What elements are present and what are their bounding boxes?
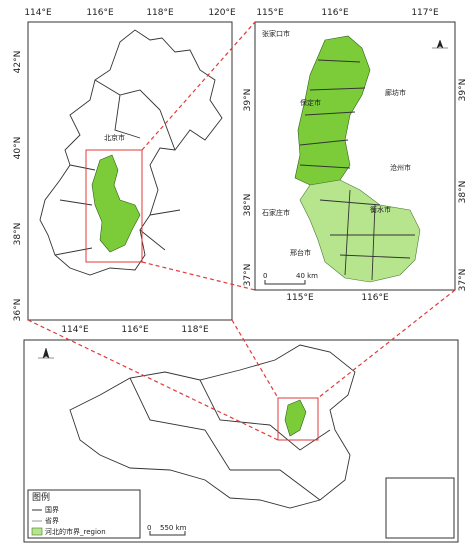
lon-label: 118°E	[181, 325, 209, 335]
locator-connector	[27, 289, 456, 441]
north-region	[294, 35, 371, 186]
lat-label: 37°N	[243, 264, 253, 287]
city-label: 沧州市	[390, 163, 411, 172]
inset-frame	[385, 477, 455, 539]
city-label: 石家庄市	[262, 208, 290, 217]
lat-label: 38°N	[458, 181, 468, 204]
city-label: 张家口市	[262, 29, 290, 38]
detail-frame	[254, 21, 456, 291]
scale-label: 0	[147, 524, 151, 532]
lat-label: 39°N	[243, 89, 253, 112]
lon-label: 115°E	[286, 293, 314, 303]
lat-label: 38°N	[243, 194, 253, 217]
china-zoom-box	[277, 397, 319, 441]
legend-item: 国界	[45, 506, 59, 514]
lon-label: 116°E	[86, 8, 114, 18]
china-frame	[23, 339, 459, 543]
lon-label: 117°E	[411, 8, 439, 18]
china-scale-bar	[149, 531, 186, 536]
lat-label: 42°N	[13, 51, 23, 74]
detail-panel	[254, 21, 456, 291]
north-arrow	[38, 347, 54, 359]
china-panel: 图例 国界 省界 河北的市界_region 0 550 km	[23, 339, 459, 543]
legend-box	[27, 489, 141, 539]
zoom-box	[85, 149, 143, 263]
lon-label: 116°E	[321, 8, 349, 18]
lon-label: 116°E	[361, 293, 389, 303]
legend-item: 河北的市界_region	[45, 527, 106, 536]
lon-label: 115°E	[256, 8, 284, 18]
lat-label: 37°N	[458, 269, 468, 292]
city-label: 保定市	[300, 98, 321, 107]
lon-label: 114°E	[61, 325, 89, 335]
county-lines	[299, 59, 415, 281]
place-label: 北京市	[104, 133, 125, 142]
lon-label: 114°E	[24, 8, 52, 18]
city-label: 邢台市	[290, 248, 311, 257]
province-lines	[54, 79, 181, 256]
lon-label: 118°E	[146, 8, 174, 18]
lat-label: 38°N	[13, 223, 23, 246]
hebei-region-outline	[39, 29, 223, 276]
china-province-lines	[129, 377, 331, 501]
overview-frame	[27, 21, 233, 321]
overview-panel: 北京市	[27, 21, 233, 321]
lat-label: 36°N	[13, 299, 23, 322]
scale-bar	[264, 280, 306, 285]
lon-label: 116°E	[121, 325, 149, 335]
lat-label: 40°N	[13, 137, 23, 160]
city-label: 衡水市	[370, 205, 391, 214]
hebei-small	[284, 399, 307, 437]
scale-label: 0	[263, 272, 267, 280]
lat-label: 39°N	[458, 79, 468, 102]
lon-label: 120°E	[208, 8, 236, 18]
legend-title: 图例	[32, 491, 50, 503]
city-label: 廊坊市	[385, 88, 406, 97]
zoom-connector	[141, 21, 256, 291]
south-region	[299, 179, 421, 283]
china-outline	[69, 344, 356, 509]
scale-label: 40 km	[296, 272, 318, 280]
legend-swatch-region	[31, 527, 43, 536]
scale-label: 550 km	[160, 524, 187, 532]
hebei-highlight	[91, 154, 141, 253]
north-arrow	[432, 39, 448, 49]
legend-item: 省界	[45, 516, 59, 525]
